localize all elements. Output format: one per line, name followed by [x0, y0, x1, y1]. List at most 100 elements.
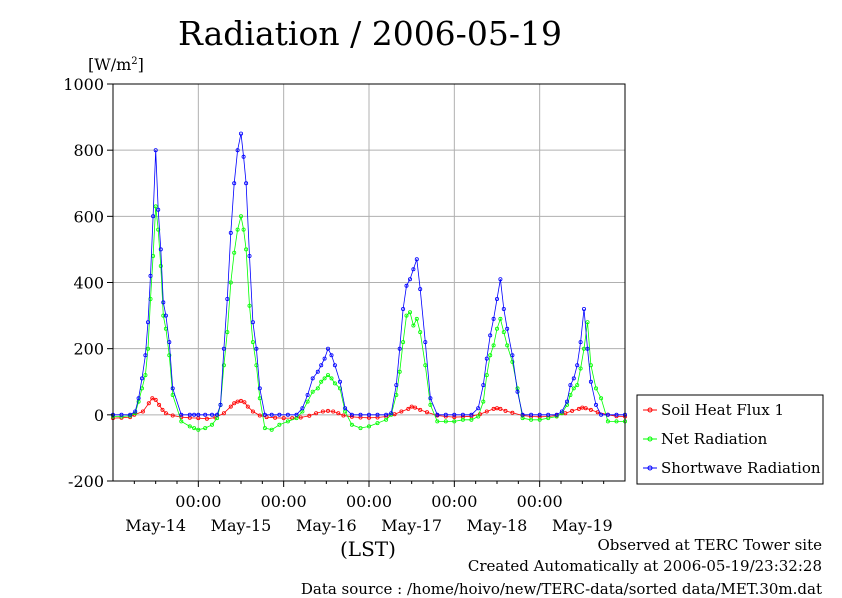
- data-point: [397, 346, 402, 351]
- data-point: [488, 353, 493, 358]
- data-point: [242, 400, 247, 405]
- data-point: [331, 409, 336, 414]
- data-point: [578, 340, 583, 345]
- data-point: [394, 383, 399, 388]
- data-point: [238, 214, 243, 219]
- data-point: [281, 416, 286, 421]
- data-point: [583, 406, 588, 411]
- data-point: [358, 412, 363, 417]
- data-point: [594, 386, 599, 391]
- data-point: [310, 376, 315, 381]
- data-point: [452, 419, 457, 424]
- data-point: [435, 412, 440, 417]
- data-point: [418, 287, 423, 292]
- x-axis: 00:00 00:00 00:00 00:00 00:00 May-14 May-15 May…: [125, 481, 613, 535]
- data-point: [151, 214, 156, 219]
- data-point: [585, 346, 590, 351]
- data-point: [203, 412, 208, 417]
- data-point: [315, 386, 320, 391]
- data-point: [262, 426, 267, 431]
- data-point: [153, 204, 158, 209]
- data-point: [503, 408, 508, 413]
- data-point: [515, 389, 520, 394]
- data-point: [269, 412, 274, 417]
- data-point: [156, 207, 161, 212]
- data-point: [163, 411, 168, 416]
- data-point: [568, 392, 573, 397]
- legend-label: Soil Heat Flux 1: [661, 401, 784, 419]
- data-point: [529, 412, 534, 417]
- data-point: [578, 366, 583, 371]
- data-point: [269, 427, 274, 432]
- data-point: [225, 296, 230, 301]
- data-point: [250, 340, 255, 345]
- data-point: [476, 406, 481, 411]
- data-point: [148, 273, 153, 278]
- x-day-label: May-16: [296, 516, 357, 535]
- x-day-label: May-14: [125, 516, 186, 535]
- y-tick-label: 400: [73, 274, 104, 293]
- data-point: [389, 411, 394, 416]
- series-layer: [111, 131, 628, 432]
- data-point: [406, 406, 411, 411]
- data-point: [460, 417, 465, 422]
- x-day-label: May-19: [552, 516, 613, 535]
- legend-label: Net Radiation: [661, 430, 768, 448]
- data-point: [491, 343, 496, 348]
- data-point: [277, 412, 282, 417]
- data-point: [179, 419, 184, 424]
- data-point: [196, 427, 201, 432]
- data-point: [384, 412, 389, 417]
- data-point: [375, 412, 380, 417]
- data-point: [294, 412, 299, 417]
- y-tick-label: 200: [73, 340, 104, 359]
- data-point: [228, 404, 233, 409]
- data-point: [424, 410, 429, 415]
- legend-swatch-marker: [647, 407, 653, 413]
- x-time-label: 00:00: [175, 492, 221, 511]
- data-point: [244, 247, 249, 252]
- data-point: [167, 353, 172, 358]
- legend: Soil Heat Flux 1 Net Radiation Shortwave R…: [636, 394, 824, 485]
- data-point: [146, 401, 151, 406]
- data-point: [322, 356, 327, 361]
- data-point: [481, 383, 486, 388]
- data-point: [143, 373, 148, 378]
- data-point: [484, 356, 489, 361]
- data-point: [588, 407, 593, 412]
- data-point: [187, 424, 192, 429]
- data-point: [143, 353, 148, 358]
- data-point: [401, 306, 406, 311]
- data-point: [192, 412, 197, 417]
- data-point: [238, 398, 243, 403]
- data-point: [332, 363, 337, 368]
- data-point: [228, 280, 233, 285]
- x-day-label: May-18: [467, 516, 528, 535]
- data-point: [476, 414, 481, 419]
- data-point: [209, 422, 214, 427]
- data-point: [341, 413, 346, 418]
- data-point: [411, 323, 416, 328]
- data-point: [153, 397, 158, 402]
- data-point: [167, 340, 172, 345]
- data-point: [505, 343, 510, 348]
- data-point: [366, 412, 371, 417]
- data-point: [337, 379, 342, 384]
- data-point: [232, 181, 237, 186]
- data-point: [484, 373, 489, 378]
- data-point: [554, 412, 559, 417]
- data-point: [298, 415, 303, 420]
- data-point: [285, 412, 290, 417]
- data-point: [423, 340, 428, 345]
- data-point: [401, 340, 406, 345]
- data-point: [203, 426, 208, 431]
- data-point: [319, 379, 324, 384]
- data-point: [215, 412, 220, 417]
- data-point: [232, 250, 237, 255]
- data-point: [139, 376, 144, 381]
- data-point: [407, 310, 412, 315]
- data-point: [305, 399, 310, 404]
- data-point: [157, 402, 162, 407]
- data-point: [170, 386, 175, 391]
- data-point: [262, 412, 267, 417]
